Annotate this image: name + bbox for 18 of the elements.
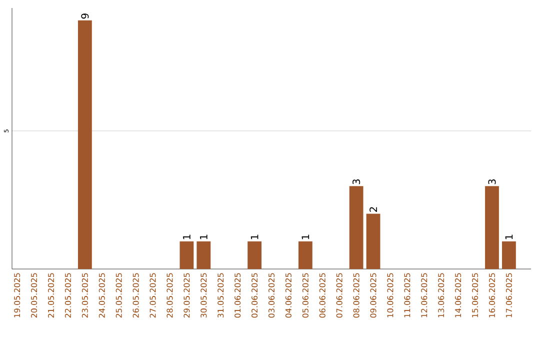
data-label: 1 (250, 234, 258, 240)
data-label: 1 (200, 234, 208, 240)
bar (366, 214, 380, 269)
bar (248, 241, 262, 269)
data-label: 1 (302, 234, 310, 240)
bar (78, 20, 92, 269)
data-label: 9 (81, 14, 89, 19)
bar (502, 241, 516, 269)
bar (349, 186, 364, 269)
bar (196, 241, 211, 269)
data-label: 3 (352, 179, 360, 184)
data-label: 1 (505, 234, 513, 240)
data-label: 3 (488, 179, 496, 184)
bar (180, 241, 194, 269)
data-label: 2 (370, 207, 377, 212)
bar (298, 241, 312, 269)
data-label: 1 (183, 234, 190, 240)
bar (485, 186, 499, 269)
